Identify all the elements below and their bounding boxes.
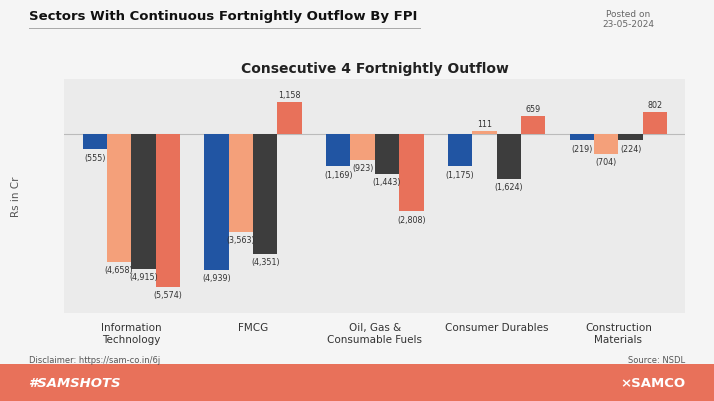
Bar xyxy=(399,135,423,212)
Bar xyxy=(570,135,594,141)
Bar xyxy=(375,135,399,174)
Text: (704): (704) xyxy=(595,158,617,166)
Text: #SAMSHOTS: #SAMSHOTS xyxy=(29,376,121,389)
Legend: 3/31/2024, 4/15/2024, 4/30/2024, 5/15/2024: 3/31/2024, 4/15/2024, 4/30/2024, 5/15/20… xyxy=(223,382,527,401)
Bar xyxy=(643,113,667,135)
Text: 111: 111 xyxy=(477,119,492,129)
Text: (5,574): (5,574) xyxy=(154,291,182,300)
Bar xyxy=(497,135,521,179)
Bar xyxy=(204,135,228,270)
Text: (1,175): (1,175) xyxy=(446,170,475,179)
Text: (2,808): (2,808) xyxy=(397,215,426,224)
Text: (3,563): (3,563) xyxy=(226,236,255,245)
Text: Disclaimer: https://sam-co.in/6j: Disclaimer: https://sam-co.in/6j xyxy=(29,355,160,364)
Bar xyxy=(594,135,618,154)
Bar xyxy=(253,135,278,254)
Bar xyxy=(83,135,107,150)
Text: Source: NSDL: Source: NSDL xyxy=(628,355,685,364)
Text: (219): (219) xyxy=(571,144,593,153)
Bar xyxy=(351,135,375,160)
Bar xyxy=(448,135,472,167)
Bar xyxy=(278,103,302,135)
Text: (1,169): (1,169) xyxy=(324,170,353,179)
Bar xyxy=(156,135,180,288)
Text: (555): (555) xyxy=(84,154,106,162)
Text: ×SAMCO: ×SAMCO xyxy=(620,376,685,389)
Text: (4,351): (4,351) xyxy=(251,257,280,266)
Text: (1,443): (1,443) xyxy=(373,178,401,187)
Text: Rs in Cr: Rs in Cr xyxy=(11,176,21,217)
Text: Posted on
23-05-2024: Posted on 23-05-2024 xyxy=(603,10,654,29)
Text: 1,158: 1,158 xyxy=(278,91,301,100)
Text: (1,624): (1,624) xyxy=(495,182,523,192)
Text: 802: 802 xyxy=(648,101,663,110)
Text: 659: 659 xyxy=(526,105,540,113)
Text: (4,658): (4,658) xyxy=(105,265,134,275)
Text: (923): (923) xyxy=(352,164,373,172)
Title: Consecutive 4 Fortnightly Outflow: Consecutive 4 Fortnightly Outflow xyxy=(241,62,509,76)
Text: (4,915): (4,915) xyxy=(129,273,158,282)
Bar xyxy=(521,117,545,135)
Bar xyxy=(472,132,497,135)
Bar xyxy=(326,135,351,167)
Text: (224): (224) xyxy=(620,144,641,153)
Bar xyxy=(228,135,253,233)
Bar xyxy=(107,135,131,262)
Bar xyxy=(618,135,643,141)
Bar xyxy=(131,135,156,269)
Text: Sectors With Continuous Fortnightly Outflow By FPI: Sectors With Continuous Fortnightly Outf… xyxy=(29,10,417,23)
Text: (4,939): (4,939) xyxy=(202,273,231,282)
